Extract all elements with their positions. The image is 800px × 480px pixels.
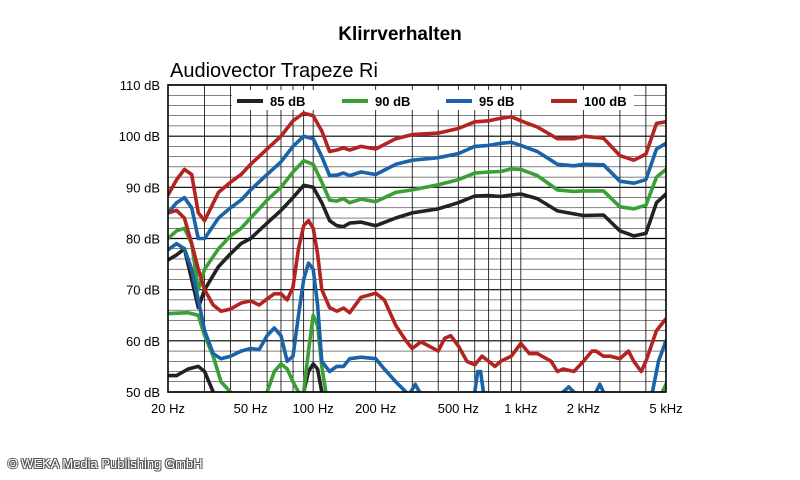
x-tick-label: 500 Hz [438,401,479,416]
y-tick-label: 70 dB [126,283,160,298]
y-tick-label: 110 dB [120,78,160,93]
y-tick-label: 80 dB [126,232,160,247]
series-line-90db-distortion [168,313,231,392]
chart-series [168,113,666,392]
legend-label: 100 dB [584,94,627,109]
series-line-95db-distortion [652,341,666,392]
chart-axis-labels: 50 dB 60 dB 70 dB 80 dB 90 dB 100 dB 110 dB 20 … [119,78,683,416]
x-tick-label: 50 Hz [234,401,268,416]
copyright-notice: © WEKA Media Publishing GmbH [8,456,203,471]
y-tick-label: 50 dB [126,385,160,400]
chart-legend: 85 dB 90 dB 95 dB 100 dB [232,90,634,110]
series-line-100db-distortion [168,210,666,371]
legend-label: 90 dB [375,94,410,109]
x-tick-label: 100 Hz [293,401,334,416]
y-tick-label: 90 dB [126,180,160,195]
x-tick-label: 1 kHz [504,401,537,416]
series-line-90db-distortion [267,364,298,392]
y-tick-label: 100 dB [119,129,160,144]
series-line-85db-distortion [168,366,213,392]
legend-label: 85 dB [270,94,305,109]
series-line-90db-fundamental [168,161,666,290]
series-line-95db-distortion [596,384,604,392]
y-tick-label: 60 dB [126,334,160,349]
x-tick-label: 2 kHz [567,401,600,416]
x-tick-label: 20 Hz [151,401,185,416]
legend-label: 95 dB [479,94,514,109]
x-tick-label: 5 kHz [649,401,682,416]
x-tick-label: 200 Hz [355,401,396,416]
